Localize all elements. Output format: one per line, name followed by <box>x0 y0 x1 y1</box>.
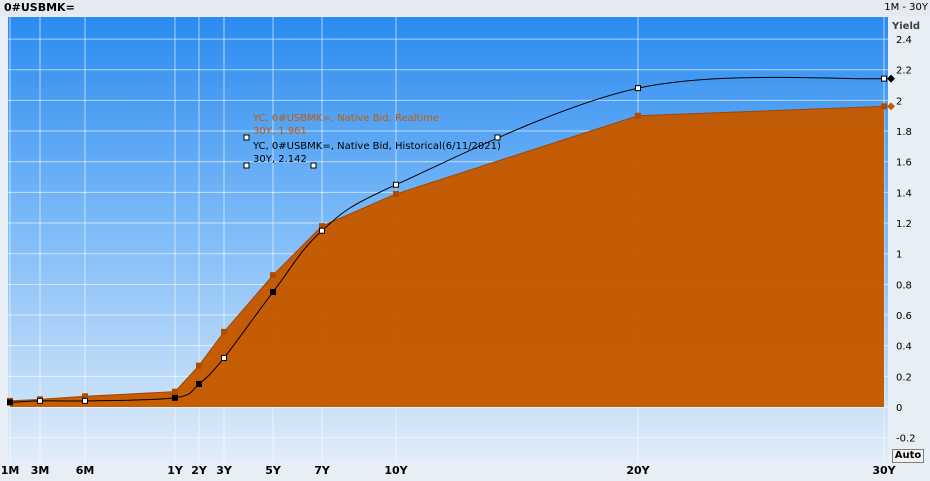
y-tick-label: -0.2 <box>896 434 916 445</box>
legend-realtime-name: YC, 0#USBMK=, Native Bid, Realtime <box>252 113 439 124</box>
y-tick-label: 1.2 <box>896 219 912 230</box>
realtime-point <box>319 223 325 230</box>
historical-point <box>82 397 88 404</box>
legend-historical-value: 30Y, 2.142 <box>253 154 307 165</box>
x-tick-label: 5Y <box>265 464 282 477</box>
x-tick-label: 30Y <box>872 464 896 477</box>
y-tick-label: 2.2 <box>896 66 912 77</box>
y-axis: Yield -0.2 0 0.2 0.4 0.6 0.8 1 1.2 1.4 1.6 1.8 2 2.2… <box>891 21 920 445</box>
legend-historical-name: YC, 0#USBMK=, Native Bid, Historical(6/1… <box>252 141 501 152</box>
historical-point <box>270 289 276 296</box>
realtime-area <box>10 106 884 408</box>
y-tick-label: 0.4 <box>896 342 912 353</box>
x-tick-label: 3Y <box>216 464 233 477</box>
realtime-point <box>196 362 202 369</box>
legend-marker <box>243 134 250 141</box>
x-tick-label: 2Y <box>191 464 208 477</box>
legend-realtime-value: 30Y, 1.961 <box>253 126 307 137</box>
range-label: 1M - 30Y <box>884 2 928 13</box>
x-tick-label: 6M <box>76 464 95 477</box>
legend-marker <box>310 162 317 169</box>
y-tick-label: 1 <box>896 250 902 261</box>
historical-point <box>7 399 13 406</box>
historical-point <box>393 181 399 188</box>
realtime-point <box>82 393 88 400</box>
x-tick-label: 1M <box>1 464 20 477</box>
realtime-point <box>221 328 227 335</box>
realtime-last-marker <box>887 102 895 111</box>
legend: YC, 0#USBMK=, Native Bid, Realtime 30Y, … <box>243 113 501 169</box>
y-tick-label: 1.8 <box>896 127 912 138</box>
historical-point <box>221 354 227 361</box>
y-tick-label: 1.4 <box>896 188 912 199</box>
y-tick-label: 0 <box>896 403 902 414</box>
realtime-point <box>881 103 887 110</box>
y-tick-label: 0.6 <box>896 311 912 322</box>
realtime-point <box>635 112 641 119</box>
point-layer <box>7 74 895 406</box>
realtime-point <box>393 190 399 197</box>
historical-point <box>37 397 43 404</box>
y-tick-label: 0.8 <box>896 280 912 291</box>
auto-scale-button[interactable]: Auto <box>892 449 924 463</box>
chart-title: 0#USBMK= <box>4 1 75 14</box>
historical-point <box>635 85 641 92</box>
y-axis-label: Yield <box>891 21 920 32</box>
historical-point <box>172 394 178 401</box>
legend-marker <box>243 162 250 169</box>
historical-last-marker <box>887 74 895 83</box>
x-tick-label: 10Y <box>384 464 408 477</box>
chart-header: 0#USBMK= 1M - 30Y <box>0 0 930 16</box>
y-tick-label: 2.4 <box>896 35 912 46</box>
legend-marker <box>494 134 501 141</box>
realtime-point <box>172 388 178 395</box>
x-axis: 1M 3M 6M 1Y 2Y 3Y 5Y 7Y 10Y 20Y 30Y <box>1 464 897 477</box>
x-tick-label: 1Y <box>167 464 184 477</box>
historical-point <box>196 381 202 388</box>
x-tick-label: 3M <box>31 464 50 477</box>
realtime-point <box>270 272 276 279</box>
y-tick-label: 1.6 <box>896 158 912 169</box>
y-tick-label: 2 <box>896 96 902 107</box>
historical-point <box>881 75 887 82</box>
x-tick-label: 7Y <box>314 464 331 477</box>
y-tick-label: 0.2 <box>896 372 912 383</box>
historical-point <box>319 227 325 234</box>
x-tick-label: 20Y <box>626 464 650 477</box>
